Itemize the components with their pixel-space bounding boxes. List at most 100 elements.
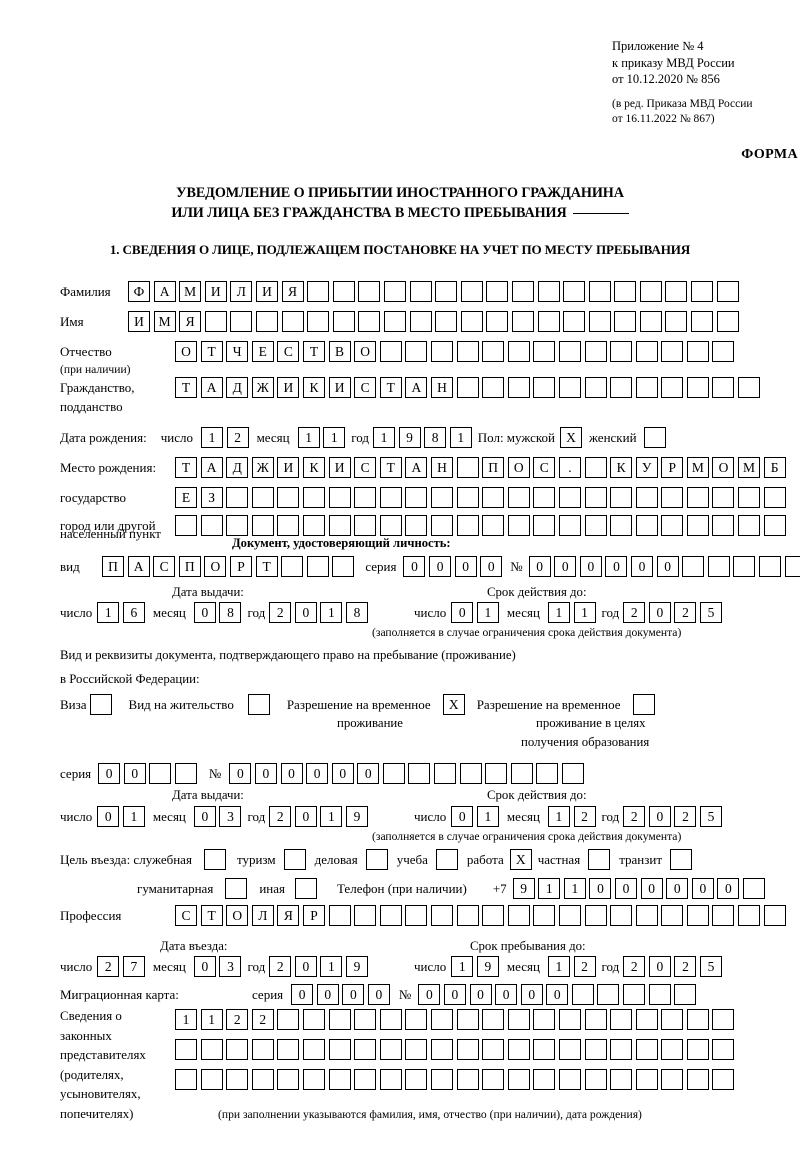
- form-cell[interactable]: [482, 341, 505, 362]
- form-cell[interactable]: [712, 341, 735, 362]
- form-cell[interactable]: Т: [255, 556, 278, 577]
- form-cell[interactable]: 9: [476, 956, 499, 977]
- form-cell[interactable]: 0: [294, 602, 317, 623]
- form-cell[interactable]: 2: [573, 956, 596, 977]
- purpose-official-checkbox[interactable]: [203, 849, 226, 870]
- form-cell[interactable]: [712, 487, 735, 508]
- form-cell[interactable]: 1: [451, 956, 474, 977]
- form-cell[interactable]: С: [153, 556, 176, 577]
- form-cell[interactable]: [707, 556, 730, 577]
- form-cell[interactable]: [456, 341, 479, 362]
- form-cell[interactable]: Т: [379, 457, 402, 478]
- form-cell[interactable]: [405, 1009, 428, 1030]
- form-cell[interactable]: [430, 341, 453, 362]
- form-cell[interactable]: [588, 281, 611, 302]
- form-cell[interactable]: [533, 487, 556, 508]
- form-cell[interactable]: [558, 1039, 581, 1060]
- form-cell[interactable]: 6: [122, 602, 145, 623]
- form-cell[interactable]: [661, 905, 684, 926]
- form-cell[interactable]: [635, 341, 658, 362]
- form-cell[interactable]: 0: [193, 806, 216, 827]
- form-cell[interactable]: 1: [320, 602, 343, 623]
- form-cell[interactable]: [277, 515, 300, 536]
- form-cell[interactable]: [610, 1069, 633, 1090]
- form-cell[interactable]: Т: [379, 377, 402, 398]
- form-cell[interactable]: 0: [648, 806, 671, 827]
- form-cell[interactable]: Ф: [128, 281, 150, 302]
- form-cell[interactable]: [430, 905, 453, 926]
- form-cell[interactable]: 0: [97, 806, 120, 827]
- form-cell[interactable]: Я: [277, 905, 300, 926]
- form-cell[interactable]: [686, 341, 709, 362]
- form-cell[interactable]: [434, 763, 457, 784]
- form-cell[interactable]: [358, 281, 381, 302]
- form-cell[interactable]: [584, 377, 607, 398]
- form-cell[interactable]: 0: [306, 763, 329, 784]
- form-cell[interactable]: [738, 515, 761, 536]
- form-cell[interactable]: [456, 905, 479, 926]
- form-cell[interactable]: [430, 1069, 453, 1090]
- legal-rep-input-3[interactable]: [175, 1069, 735, 1090]
- form-cell[interactable]: О: [712, 457, 735, 478]
- form-cell[interactable]: [255, 311, 278, 332]
- form-cell[interactable]: [482, 905, 505, 926]
- form-cell[interactable]: [610, 341, 633, 362]
- form-cell[interactable]: 0: [342, 984, 365, 1005]
- form-cell[interactable]: [639, 281, 662, 302]
- form-cell[interactable]: [584, 341, 607, 362]
- form-cell[interactable]: [763, 905, 786, 926]
- form-cell[interactable]: [670, 849, 693, 870]
- form-cell[interactable]: 0: [451, 602, 474, 623]
- form-cell[interactable]: [584, 905, 607, 926]
- form-cell[interactable]: [302, 1069, 325, 1090]
- form-cell[interactable]: 0: [193, 602, 216, 623]
- form-cell[interactable]: 2: [623, 602, 646, 623]
- form-cell[interactable]: М: [179, 281, 202, 302]
- form-cell[interactable]: 9: [512, 878, 535, 899]
- form-cell[interactable]: Н: [430, 377, 453, 398]
- form-cell[interactable]: [558, 515, 581, 536]
- form-cell[interactable]: [354, 487, 377, 508]
- form-cell[interactable]: [507, 515, 530, 536]
- form-cell[interactable]: [405, 341, 428, 362]
- form-cell[interactable]: И: [128, 311, 150, 332]
- form-cell[interactable]: 0: [367, 984, 390, 1005]
- form-cell[interactable]: [200, 1069, 223, 1090]
- form-cell[interactable]: [661, 341, 684, 362]
- form-cell[interactable]: 1: [563, 878, 586, 899]
- form-cell[interactable]: 1: [320, 806, 343, 827]
- form-cell[interactable]: [639, 311, 662, 332]
- form-cell[interactable]: И: [277, 377, 300, 398]
- form-cell[interactable]: [200, 515, 223, 536]
- form-cell[interactable]: [409, 281, 432, 302]
- form-cell[interactable]: [610, 377, 633, 398]
- form-cell[interactable]: [302, 515, 325, 536]
- form-cell[interactable]: К: [610, 457, 633, 478]
- form-cell[interactable]: [507, 377, 530, 398]
- form-cell[interactable]: [302, 1009, 325, 1030]
- form-cell[interactable]: А: [200, 377, 223, 398]
- purpose-transit-checkbox[interactable]: [670, 849, 693, 870]
- form-cell[interactable]: [456, 1069, 479, 1090]
- form-cell[interactable]: [716, 311, 739, 332]
- form-cell[interactable]: 0: [451, 806, 474, 827]
- sex-male-checkbox[interactable]: X: [560, 427, 582, 448]
- form-cell[interactable]: [784, 556, 800, 577]
- form-cell[interactable]: [674, 984, 697, 1005]
- form-cell[interactable]: [482, 1039, 505, 1060]
- form-cell[interactable]: X: [442, 694, 465, 715]
- form-cell[interactable]: И: [277, 457, 300, 478]
- form-cell[interactable]: 0: [454, 556, 477, 577]
- form-cell[interactable]: [328, 1009, 351, 1030]
- form-cell[interactable]: 0: [123, 763, 146, 784]
